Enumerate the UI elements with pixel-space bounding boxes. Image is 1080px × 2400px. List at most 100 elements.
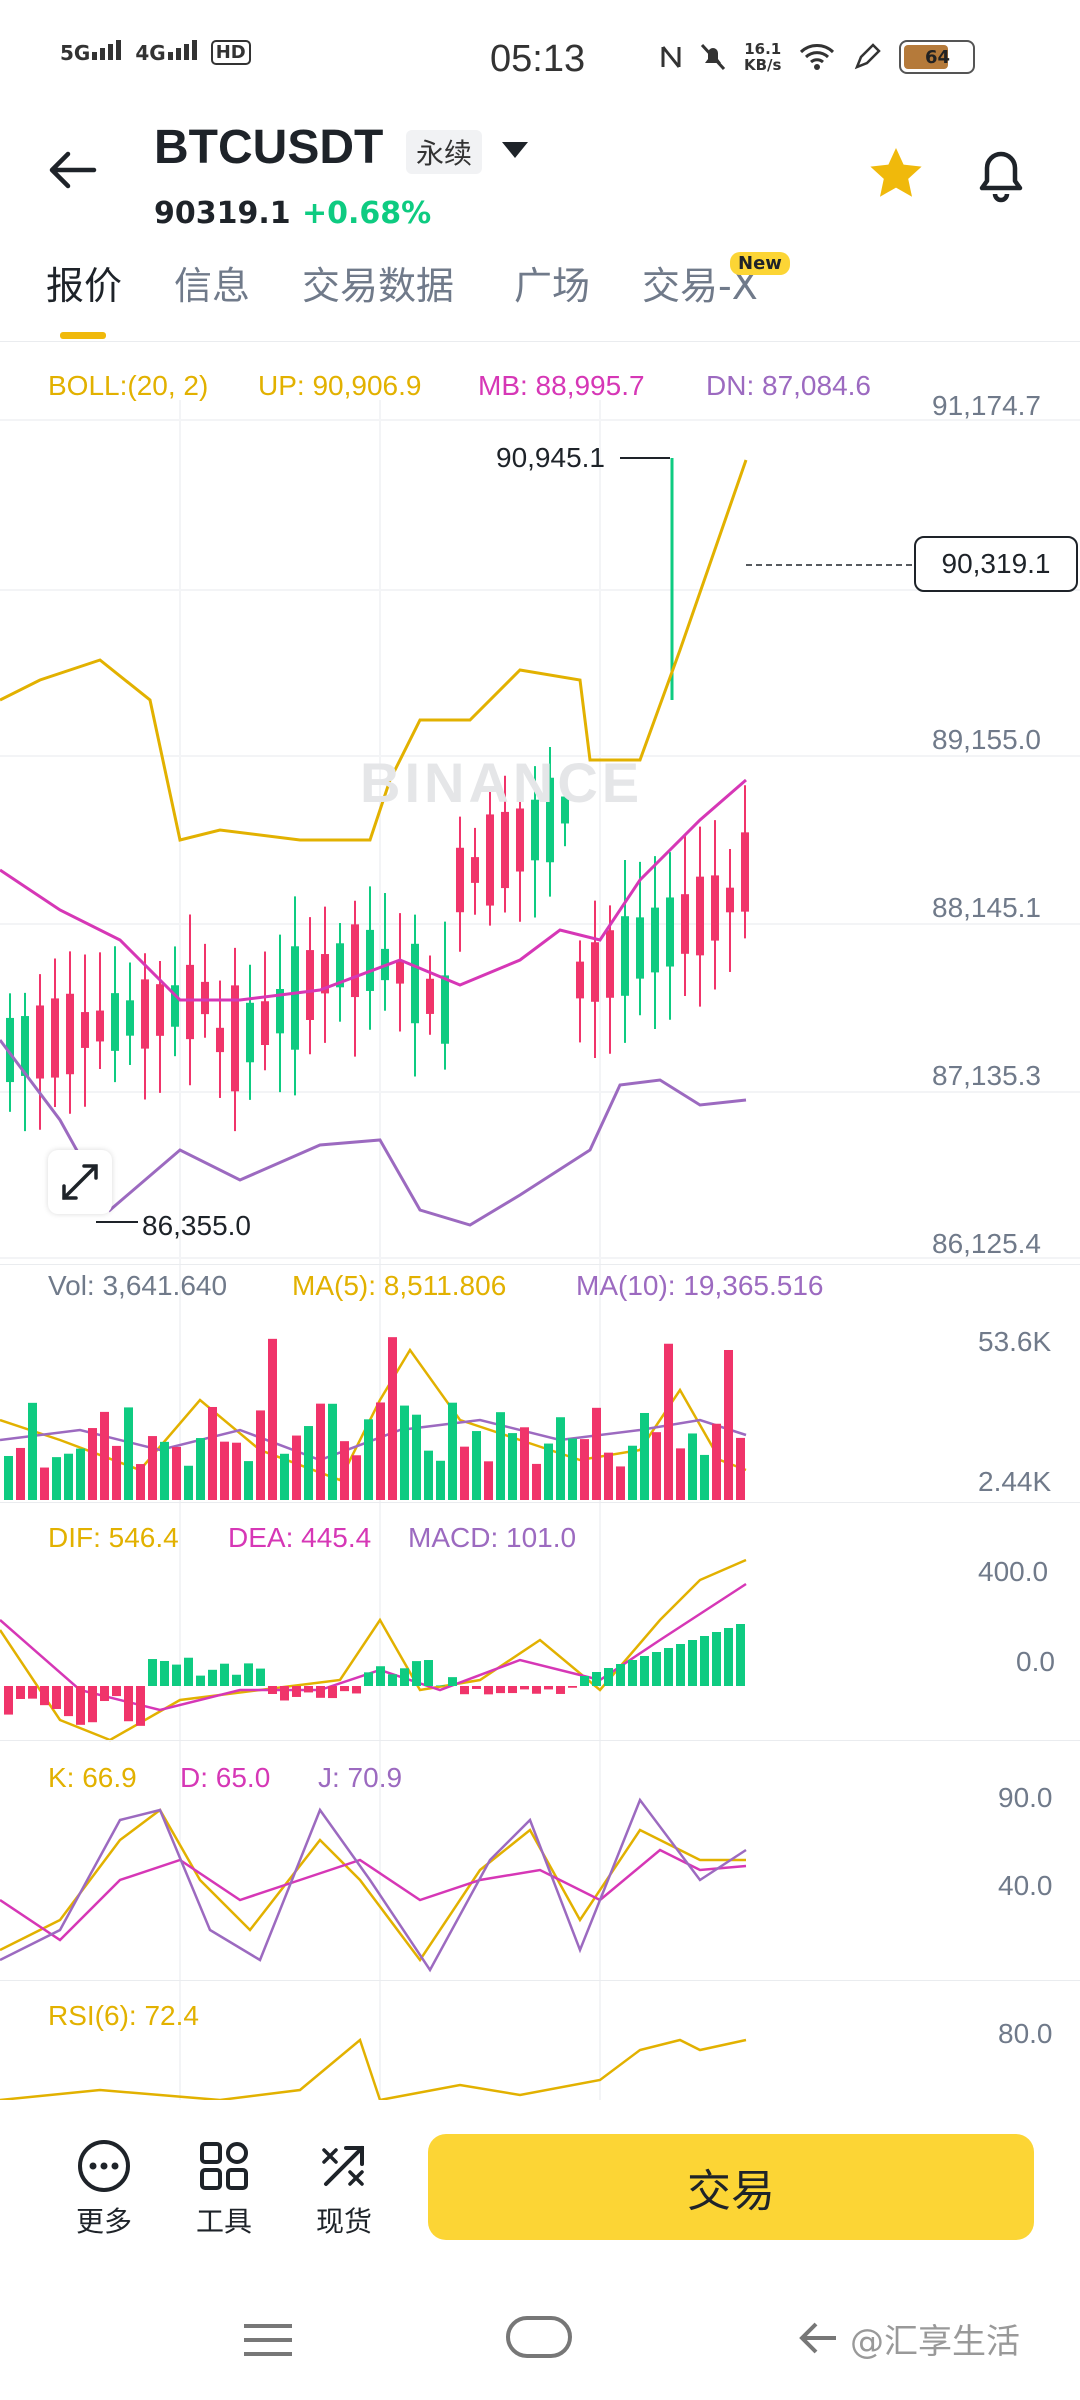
- low-price-label: 86,355.0: [142, 1210, 251, 1241]
- volume-bar: [364, 1419, 373, 1500]
- macd-bar: [136, 1686, 145, 1726]
- tab-info[interactable]: 信息: [174, 264, 251, 308]
- new-badge: New: [730, 252, 790, 275]
- volume-bar: [676, 1448, 685, 1500]
- candle-body: [351, 924, 359, 998]
- menu-icon[interactable]: [240, 2320, 296, 2360]
- macd-bar: [688, 1640, 697, 1686]
- candle-body: [606, 930, 614, 998]
- volume-bar: [652, 1432, 661, 1500]
- chart-canvas[interactable]: [0, 341, 1080, 2100]
- candle-body: [711, 875, 719, 941]
- macd-bar: [316, 1686, 325, 1698]
- swap-arrows-icon: [322, 2146, 364, 2186]
- candle-body: [171, 985, 179, 1027]
- candle-body: [426, 978, 434, 1014]
- macd-bar: [364, 1672, 373, 1686]
- volume-bars: [4, 1337, 745, 1500]
- fullscreen-button[interactable]: [48, 1150, 112, 1214]
- mute-bell-icon: [700, 43, 726, 71]
- home-icon[interactable]: [504, 2312, 574, 2362]
- nav-back-icon[interactable]: [796, 2316, 840, 2360]
- volume-bar: [304, 1426, 313, 1500]
- candle-body: [66, 993, 74, 1075]
- tab-square[interactable]: 广场: [514, 264, 591, 308]
- pen-icon: [855, 43, 882, 70]
- volume-bar: [460, 1446, 469, 1500]
- rsi-6: RSI(6): 72.4: [48, 2000, 199, 2031]
- candle-body: [516, 808, 524, 872]
- boll-param: BOLL:(20, 2): [48, 370, 209, 401]
- candle-body: [306, 950, 314, 1020]
- candle-body: [246, 1002, 254, 1063]
- macd-bar: [256, 1668, 265, 1686]
- kdj-j-line: [0, 1797, 747, 1973]
- volume-bar: [112, 1445, 121, 1500]
- tab-trade-data[interactable]: 交易数据: [302, 264, 455, 308]
- volume-bar: [220, 1441, 229, 1500]
- macd-bar: [196, 1675, 205, 1686]
- volume-bar: [100, 1411, 109, 1500]
- boll-lower-line: [0, 1039, 747, 1227]
- volume-bar: [196, 1438, 205, 1500]
- kdj-k: K: 66.9: [48, 1762, 137, 1793]
- candle-body: [186, 964, 194, 1040]
- binance-watermark: BINANCE: [360, 751, 644, 814]
- more-button[interactable]: 更多: [54, 2138, 154, 2240]
- volume-bar: [532, 1463, 541, 1500]
- volume-bar: [172, 1446, 181, 1500]
- macd-bar: [568, 1686, 577, 1688]
- candle-body: [21, 1016, 29, 1076]
- symbol-dropdown[interactable]: [500, 140, 530, 164]
- volume-bar: [736, 1437, 745, 1500]
- candle-body: [6, 1017, 14, 1083]
- volume-bar: [280, 1453, 289, 1500]
- pane-divider: [0, 1502, 1080, 1503]
- macd-bar: [220, 1663, 229, 1686]
- favorite-button[interactable]: [868, 146, 924, 204]
- macd-dif: DIF: 546.4: [48, 1522, 179, 1553]
- grid-lines: [0, 400, 1080, 2100]
- corner-watermark: @汇享生活: [850, 2322, 1020, 2362]
- hd-icon: HD: [210, 40, 251, 65]
- vol-ma5: MA(5): 8,511.806: [292, 1270, 507, 1301]
- candle-body: [36, 1005, 44, 1079]
- price-change: +0.68%: [302, 196, 432, 231]
- vol-axis-tick: 53.6K: [978, 1326, 1052, 1357]
- arrow-left-icon: [49, 151, 97, 189]
- macd-bar: [292, 1686, 301, 1697]
- volume-bar: [208, 1406, 217, 1500]
- volume-bar: [136, 1464, 145, 1500]
- candle-body: [81, 1012, 89, 1048]
- current-price-tag[interactable]: 90,319.1: [914, 536, 1078, 592]
- volume-bar: [292, 1435, 301, 1500]
- candle-body: [51, 998, 59, 1078]
- volume-bar: [592, 1407, 601, 1500]
- boll-mid-line: [0, 778, 747, 1002]
- candle-body: [216, 1027, 224, 1053]
- candle-body: [486, 814, 494, 906]
- trade-button[interactable]: 交易: [428, 2134, 1034, 2240]
- candle-body: [501, 811, 509, 889]
- more-label: 更多: [75, 2205, 132, 2238]
- vol-axis-tick: 2.44K: [978, 1466, 1052, 1497]
- system-nav-bar: [0, 2280, 1080, 2400]
- alert-button[interactable]: [974, 144, 1028, 208]
- spot-button[interactable]: 现货: [294, 2138, 394, 2240]
- back-button[interactable]: [46, 150, 106, 200]
- volume-bar: [400, 1405, 409, 1500]
- kdj-d-line: [0, 1848, 747, 1942]
- tools-button[interactable]: 工具: [174, 2138, 274, 2240]
- volume-bar: [724, 1349, 733, 1500]
- tab-quote[interactable]: 报价: [46, 264, 123, 308]
- macd-bar: [508, 1686, 517, 1694]
- bell-icon: [979, 151, 1023, 203]
- macd-bar: [244, 1663, 253, 1686]
- symbol-title[interactable]: BTCUSDT: [154, 121, 384, 174]
- kdj-axis-tick: 90.0: [998, 1782, 1053, 1813]
- volume-bar: [4, 1455, 13, 1500]
- signal-5g: 5G: [60, 40, 122, 65]
- candle-body: [666, 897, 674, 967]
- kdj-j: J: 70.9: [318, 1762, 403, 1793]
- candle-body: [141, 979, 149, 1049]
